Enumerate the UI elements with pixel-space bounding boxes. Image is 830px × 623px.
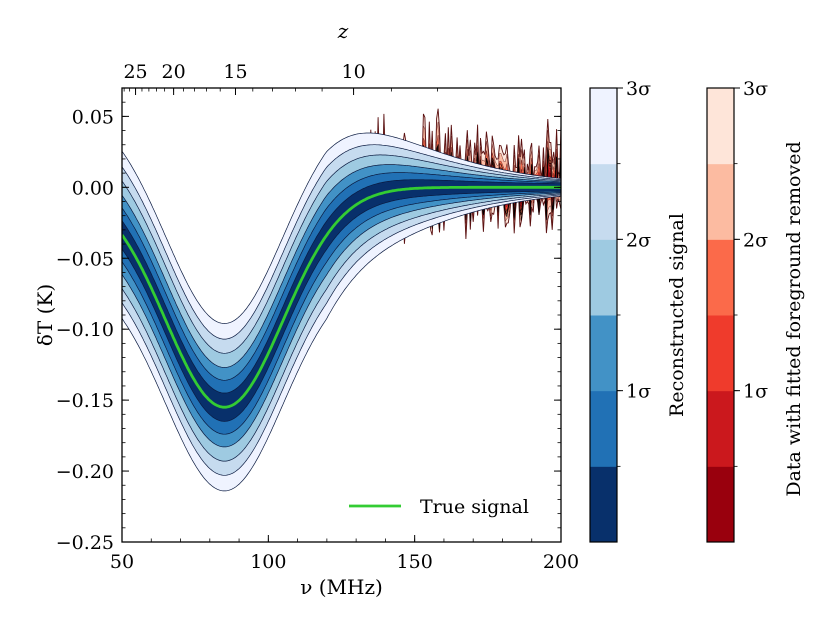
y-tick-label-6: −0.25 xyxy=(56,532,114,554)
true-signal-line xyxy=(122,185,561,409)
colorbar-0-segment-0 xyxy=(590,466,617,543)
x-tick-label-1: 100 xyxy=(250,551,286,573)
x-tick-label-3: 200 xyxy=(543,551,579,573)
y-axis-label: δT (K) xyxy=(33,284,57,346)
colorbar-0-tick-label-2: 1σ xyxy=(626,381,651,403)
data-layer xyxy=(122,108,561,492)
legend: True signal xyxy=(349,496,529,518)
colorbar-1-tick-label-0: 3σ xyxy=(743,78,768,100)
legend-true-signal-label: True signal xyxy=(420,496,529,518)
y-tick-label-2: −0.05 xyxy=(56,248,114,270)
y-tick-label-0: 0.05 xyxy=(72,106,114,128)
z-tick-label-3: 10 xyxy=(341,61,365,83)
colorbar-1-segment-3 xyxy=(707,239,734,316)
colorbar-0-tick-label-1: 2σ xyxy=(626,229,651,251)
colorbar-1-segment-2 xyxy=(707,315,734,392)
colorbar-0-segment-5 xyxy=(590,88,617,165)
z-tick-label-2: 15 xyxy=(223,61,247,83)
colorbar-1-segment-1 xyxy=(707,390,734,467)
y-tick-label-1: 0.00 xyxy=(72,177,114,199)
x-axis-label: ν (MHz) xyxy=(300,575,383,599)
colorbars: 3σ 2σ 1σ Reconstructed signal 3σ 2σ 1σ Data wit… xyxy=(589,78,805,543)
z-tick-label-0: 25 xyxy=(123,61,147,83)
reconstructed-band-3 xyxy=(122,164,561,448)
x-tick-label-2: 150 xyxy=(397,551,433,573)
colorbar-0-segment-1 xyxy=(590,390,617,467)
colorbar-1-segment-4 xyxy=(707,163,734,240)
y-tick-label-3: −0.10 xyxy=(56,319,114,341)
z-tick-label-1: 20 xyxy=(162,61,186,83)
colorbar-1-label: Data with fitted foreground removed xyxy=(783,141,805,496)
y-tick-label-4: −0.15 xyxy=(56,390,114,412)
axes-layer: 50 100 150 200 0.05 0.00 −0.05 −0.10 −0.15 −0.20 −… xyxy=(33,19,579,599)
colorbar-1-segment-0 xyxy=(707,466,734,543)
x-tick-label-0: 50 xyxy=(110,551,134,573)
colorbar-0-label: Reconstructed signal xyxy=(666,213,688,417)
reconstructed-band-5 xyxy=(122,179,561,422)
z-axis-label: z xyxy=(337,19,349,43)
colorbar-0-tick-label-0: 3σ xyxy=(626,78,651,100)
colorbar-1-tick-label-2: 1σ xyxy=(743,381,768,403)
colorbar-1-segment-5 xyxy=(707,88,734,165)
colorbar-0-segment-4 xyxy=(590,163,617,240)
colorbar-1-tick-label-1: 2σ xyxy=(743,229,768,251)
y-tick-label-5: −0.20 xyxy=(56,461,114,483)
colorbar-0-segment-2 xyxy=(590,315,617,392)
colorbar-0-segment-3 xyxy=(590,239,617,316)
